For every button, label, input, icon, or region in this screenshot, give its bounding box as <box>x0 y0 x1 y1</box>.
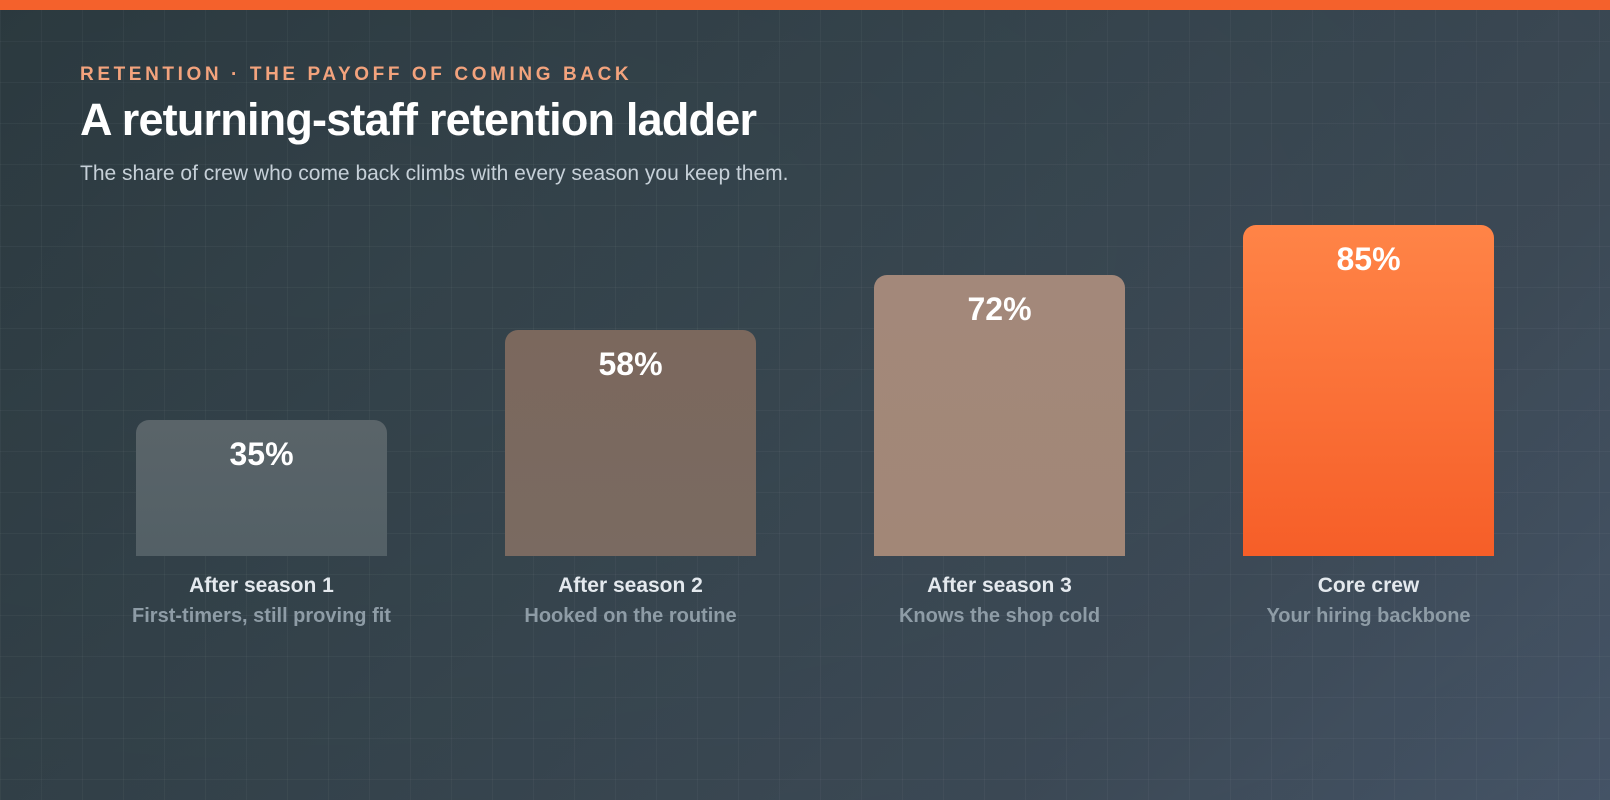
bar-value-label: 85% <box>1336 240 1401 277</box>
category-label: Core crew <box>1317 574 1420 597</box>
category-label: After season 3 <box>927 574 1072 597</box>
bar <box>1243 224 1494 556</box>
page-subtitle: The share of crew who come back climbs w… <box>80 162 789 185</box>
bar-value-label: 35% <box>229 435 294 472</box>
category-label: After season 1 <box>189 574 334 597</box>
bar <box>136 419 387 556</box>
bar-value-label: 72% <box>967 291 1032 328</box>
page-title: A returning-staff retention ladder <box>80 94 757 145</box>
category-label: After season 2 <box>558 574 703 597</box>
category-description: First-timers, still proving fit <box>132 605 391 627</box>
category-description: Knows the shop cold <box>898 605 1101 627</box>
eyebrow-label: RETENTION · THE PAYOFF OF COMING BACK <box>80 64 633 85</box>
category-description: Your hiring backbone <box>1266 605 1471 627</box>
bar <box>505 329 756 556</box>
category-description: Hooked on the routine <box>524 605 737 627</box>
bar-value-label: 58% <box>598 345 663 382</box>
accent-top-bar <box>0 0 1610 10</box>
bar <box>874 275 1125 556</box>
